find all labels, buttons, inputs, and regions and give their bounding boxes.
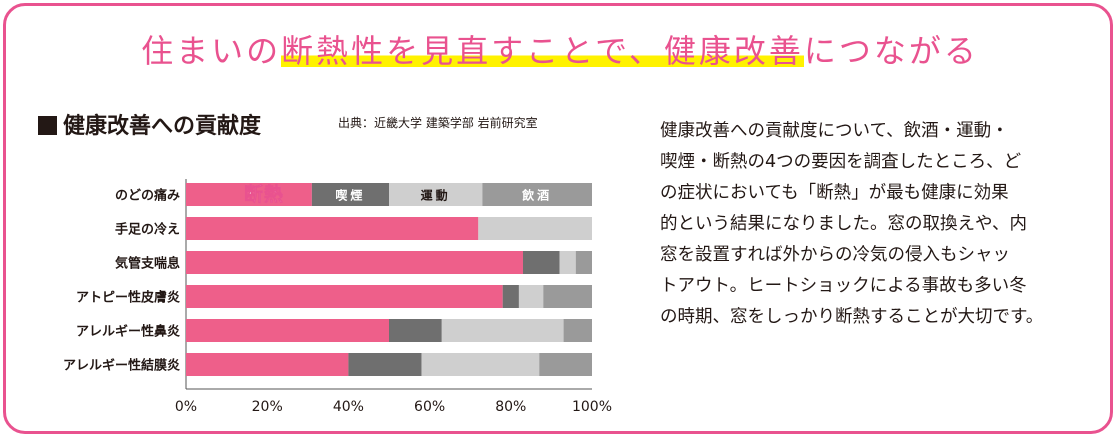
category-label: 気管支喘息 xyxy=(115,256,180,272)
description: 健康改善への貢献度について、飲酒・運動・ 喫煙・断熱の4つの要因を調査したところ… xyxy=(660,116,1100,333)
x-tick-label: 80% xyxy=(495,399,526,415)
bar-insulation xyxy=(186,183,312,206)
bar-drinking xyxy=(563,319,592,342)
bar-smoking xyxy=(348,353,422,376)
bar-exercise xyxy=(441,319,564,342)
bar-exercise xyxy=(518,285,544,308)
bar-drinking xyxy=(482,183,592,206)
bar-insulation xyxy=(186,251,523,274)
headline-after: につながる xyxy=(803,32,979,70)
category-label: のどの痛み xyxy=(115,188,180,204)
header-label-factor: 運動 xyxy=(421,188,451,203)
x-tick-label: 100% xyxy=(572,399,612,415)
bar-drinking xyxy=(543,285,592,308)
square-bullet-icon xyxy=(38,116,57,135)
x-tick-label: 0% xyxy=(175,399,197,415)
header-label-factor: 喫煙 xyxy=(335,188,365,203)
category-label: アレルギー性鼻炎 xyxy=(76,324,180,340)
bar-exercise xyxy=(389,183,483,206)
bar-exercise xyxy=(478,217,592,240)
description-line: 健康改善への貢献度について、飲酒・運動・ xyxy=(660,121,1009,141)
bar-insulation xyxy=(186,353,349,376)
chart-title-text: 健康改善への貢献度 xyxy=(63,114,262,139)
category-label: 手足の冷え xyxy=(115,222,180,238)
bar-insulation xyxy=(186,217,479,240)
description-line: 窓を設置すれば外からの冷気の侵入もシャッ xyxy=(660,245,1010,265)
bar-drinking xyxy=(539,353,592,376)
bar-drinking xyxy=(575,251,592,274)
description-line: の症状においても「断熱」が最も健康に効果 xyxy=(660,183,1009,203)
headline-before: 住まいの xyxy=(141,32,282,70)
description-line: の時期、窓をしっかり断熱することが大切です。 xyxy=(660,307,1044,327)
description-line: 的という結果になりました。窓の取換えや、内 xyxy=(660,214,1027,234)
x-tick-label: 20% xyxy=(252,399,283,415)
description-line: トアウト。ヒートショックによる事故も多い冬 xyxy=(660,276,1027,296)
description-line: 喫煙・断熱の4つの要因を調査したところ、ど xyxy=(660,152,1022,172)
bar-exercise xyxy=(421,353,540,376)
header-label-factor: 飲酒 xyxy=(521,188,552,203)
bar-insulation xyxy=(186,285,503,308)
bar-smoking xyxy=(502,285,519,308)
bar-smoking xyxy=(389,319,442,342)
chart-title: 健康改善への貢献度 xyxy=(38,108,261,140)
bar-smoking xyxy=(311,183,389,206)
stacked-bar-chart: のどの痛み 断熱 喫煙 運動 飲酒手足の冷え気管支喘息アトピー性皮膚炎アレルギー性鼻炎ア… xyxy=(63,179,612,415)
bar-insulation xyxy=(186,319,389,342)
headline-highlight: 断熱性を見直すことで、健康改善 xyxy=(281,32,804,70)
x-tick-label: 60% xyxy=(414,399,445,415)
category-label: アレルギー性結膜炎 xyxy=(63,358,180,374)
header-label-insulation: 断熱 xyxy=(244,183,284,206)
bar-smoking xyxy=(522,251,560,274)
category-label: アトピー性皮膚炎 xyxy=(76,290,180,306)
source-note: 出典：近畿大学 建築学部 岩前研究室 xyxy=(338,116,538,130)
bar-exercise xyxy=(559,251,576,274)
x-tick-label: 40% xyxy=(333,399,364,415)
headline: 住まいの断熱性を見直すことで、健康改善につながる xyxy=(0,26,1120,72)
